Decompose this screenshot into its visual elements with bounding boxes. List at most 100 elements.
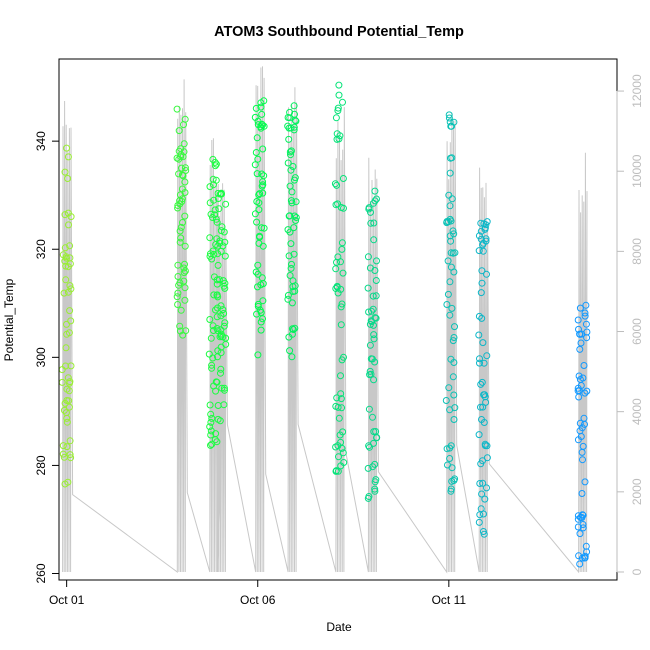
data-point: [339, 449, 347, 457]
data-point: [176, 327, 184, 335]
data-point: [254, 302, 262, 310]
data-point: [220, 282, 228, 290]
data-point: [178, 171, 186, 179]
data-point: [66, 437, 74, 445]
data-point: [67, 285, 75, 293]
data-point: [476, 480, 484, 487]
data-point: [206, 316, 214, 323]
data-point: [288, 353, 296, 361]
data-point: [364, 494, 372, 502]
data-point: [254, 261, 262, 269]
data-point: [254, 155, 262, 163]
data-point: [208, 364, 216, 372]
data-point: [259, 145, 267, 153]
data-point: [478, 378, 486, 386]
data-point: [476, 511, 484, 519]
data-point: [370, 236, 378, 244]
data-point: [208, 440, 216, 448]
data-point: [217, 312, 225, 320]
data-point: [177, 234, 185, 242]
data-point: [291, 176, 298, 184]
data-point: [62, 344, 70, 352]
data-point: [477, 235, 485, 243]
y-tick-label: 340: [34, 131, 48, 151]
data-point: [62, 409, 70, 417]
data-point: [581, 478, 589, 486]
data-point: [65, 329, 73, 337]
data-point: [477, 219, 485, 227]
data-point: [252, 104, 260, 112]
data-point: [217, 365, 225, 373]
data-point: [207, 427, 215, 435]
data-point: [366, 320, 374, 328]
data-point: [259, 121, 266, 129]
data-point: [287, 151, 294, 159]
data-point: [221, 252, 229, 260]
data-point: [206, 199, 214, 207]
y2-tick-label: 0: [630, 568, 644, 575]
data-point: [256, 190, 264, 198]
data-point: [291, 116, 299, 124]
data-point: [576, 345, 584, 353]
data-point: [255, 199, 263, 207]
data-point: [177, 153, 185, 161]
data-point: [181, 260, 188, 268]
data-point: [291, 212, 299, 220]
data-point: [66, 282, 74, 290]
data-point: [59, 442, 67, 450]
data-point: [211, 162, 219, 170]
data-point: [181, 242, 189, 250]
data-point: [332, 114, 340, 122]
data-point: [212, 176, 220, 184]
data-point: [339, 98, 346, 106]
data-point: [287, 264, 295, 272]
data-point: [579, 524, 587, 532]
data-point: [210, 251, 218, 258]
data-point: [253, 170, 261, 178]
data-point: [451, 475, 459, 483]
data-point: [220, 401, 228, 409]
data-point: [370, 376, 378, 384]
data-point: [220, 228, 228, 236]
data-point: [252, 149, 260, 156]
data-point: [366, 367, 374, 375]
data-point: [481, 495, 489, 503]
y-axis-label: Potential_Temp: [2, 278, 16, 361]
data-point: [581, 420, 588, 428]
data-point: [335, 91, 343, 99]
data-point: [206, 401, 214, 409]
data-point: [214, 353, 221, 361]
data-point: [66, 379, 73, 387]
data-point: [255, 206, 263, 214]
y2-tick-label: 8000: [630, 238, 644, 265]
data-point: [332, 467, 340, 475]
data-point: [451, 249, 459, 257]
data-point: [175, 281, 183, 289]
data-point: [479, 457, 486, 465]
data-point: [181, 164, 189, 172]
data-point: [365, 405, 373, 413]
data-point: [367, 208, 374, 216]
data-point: [259, 242, 267, 250]
data-point: [334, 253, 342, 261]
data-point: [207, 431, 215, 439]
data-point: [478, 490, 486, 498]
data-point: [59, 450, 67, 458]
data-point: [577, 339, 585, 347]
data-point: [253, 310, 261, 318]
data-point: [370, 439, 377, 447]
data-point: [576, 330, 584, 338]
data-point: [447, 355, 455, 363]
data-point: [213, 276, 221, 284]
data-point: [337, 303, 345, 311]
data-point: [370, 199, 377, 207]
data-point: [477, 380, 485, 388]
data-point: [367, 219, 375, 227]
data-point: [371, 487, 379, 495]
data-point: [479, 247, 487, 255]
data-point: [483, 442, 491, 450]
y-tick-label: 260: [34, 563, 48, 583]
data-point: [288, 299, 296, 307]
data-point: [449, 227, 457, 235]
data-point: [181, 284, 189, 292]
